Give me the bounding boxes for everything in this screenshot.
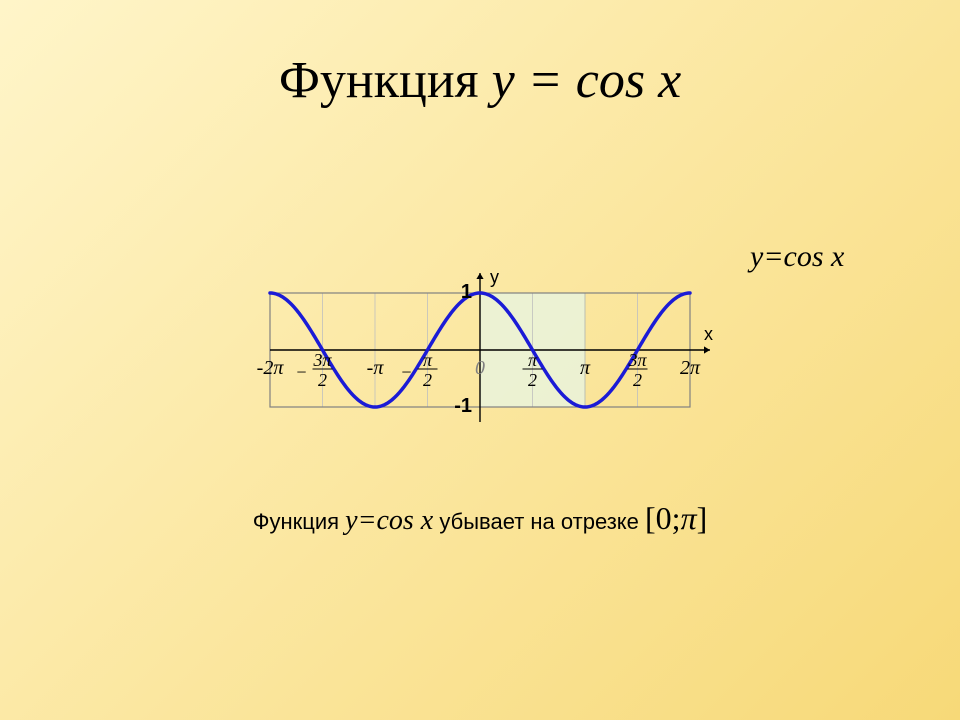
interval-b: π [681, 500, 697, 536]
svg-text:−: − [296, 362, 306, 382]
svg-text:0: 0 [475, 357, 485, 379]
slide: Функция y = cos x xy1-1-2π−3π2-π−π20π2π3… [0, 0, 960, 720]
interval-close: ] [697, 500, 708, 536]
caption-t2: убывает на отрезке [439, 509, 645, 534]
caption: Функция y=cos x убывает на отрезке [0;π] [0, 500, 960, 537]
svg-text:π: π [580, 357, 591, 379]
svg-text:1: 1 [461, 281, 472, 303]
svg-text:2: 2 [318, 370, 327, 390]
svg-text:-2π: -2π [257, 357, 285, 379]
slide-title: Функция y = cos x [0, 50, 960, 110]
interval-sep: ; [672, 500, 681, 536]
svg-text:π: π [423, 350, 433, 370]
title-prefix: Функция [279, 52, 492, 109]
svg-text:-1: -1 [454, 395, 472, 417]
svg-text:2: 2 [633, 370, 642, 390]
svg-text:2π: 2π [680, 357, 701, 379]
svg-text:3π: 3π [627, 350, 647, 370]
svg-text:3π: 3π [312, 350, 332, 370]
svg-text:x: x [704, 324, 713, 344]
caption-t1: Функция [253, 509, 345, 534]
svg-text:−: − [401, 362, 411, 382]
chart-svg: xy1-1-2π−3π2-π−π20π2π3π22π [30, 250, 930, 450]
interval-open: [ [645, 500, 656, 536]
svg-text:2: 2 [423, 370, 432, 390]
svg-text:π: π [528, 350, 538, 370]
cosine-chart: xy1-1-2π−3π2-π−π20π2π3π22π y=cos x [30, 250, 930, 455]
svg-text:-π: -π [367, 357, 385, 379]
title-formula: y = cos x [492, 52, 682, 109]
svg-text:y: y [490, 267, 499, 287]
caption-formula: y=cos x [345, 505, 433, 536]
series-label: y=cos x [750, 240, 844, 274]
svg-text:2: 2 [528, 370, 537, 390]
interval-a: 0 [656, 500, 672, 536]
